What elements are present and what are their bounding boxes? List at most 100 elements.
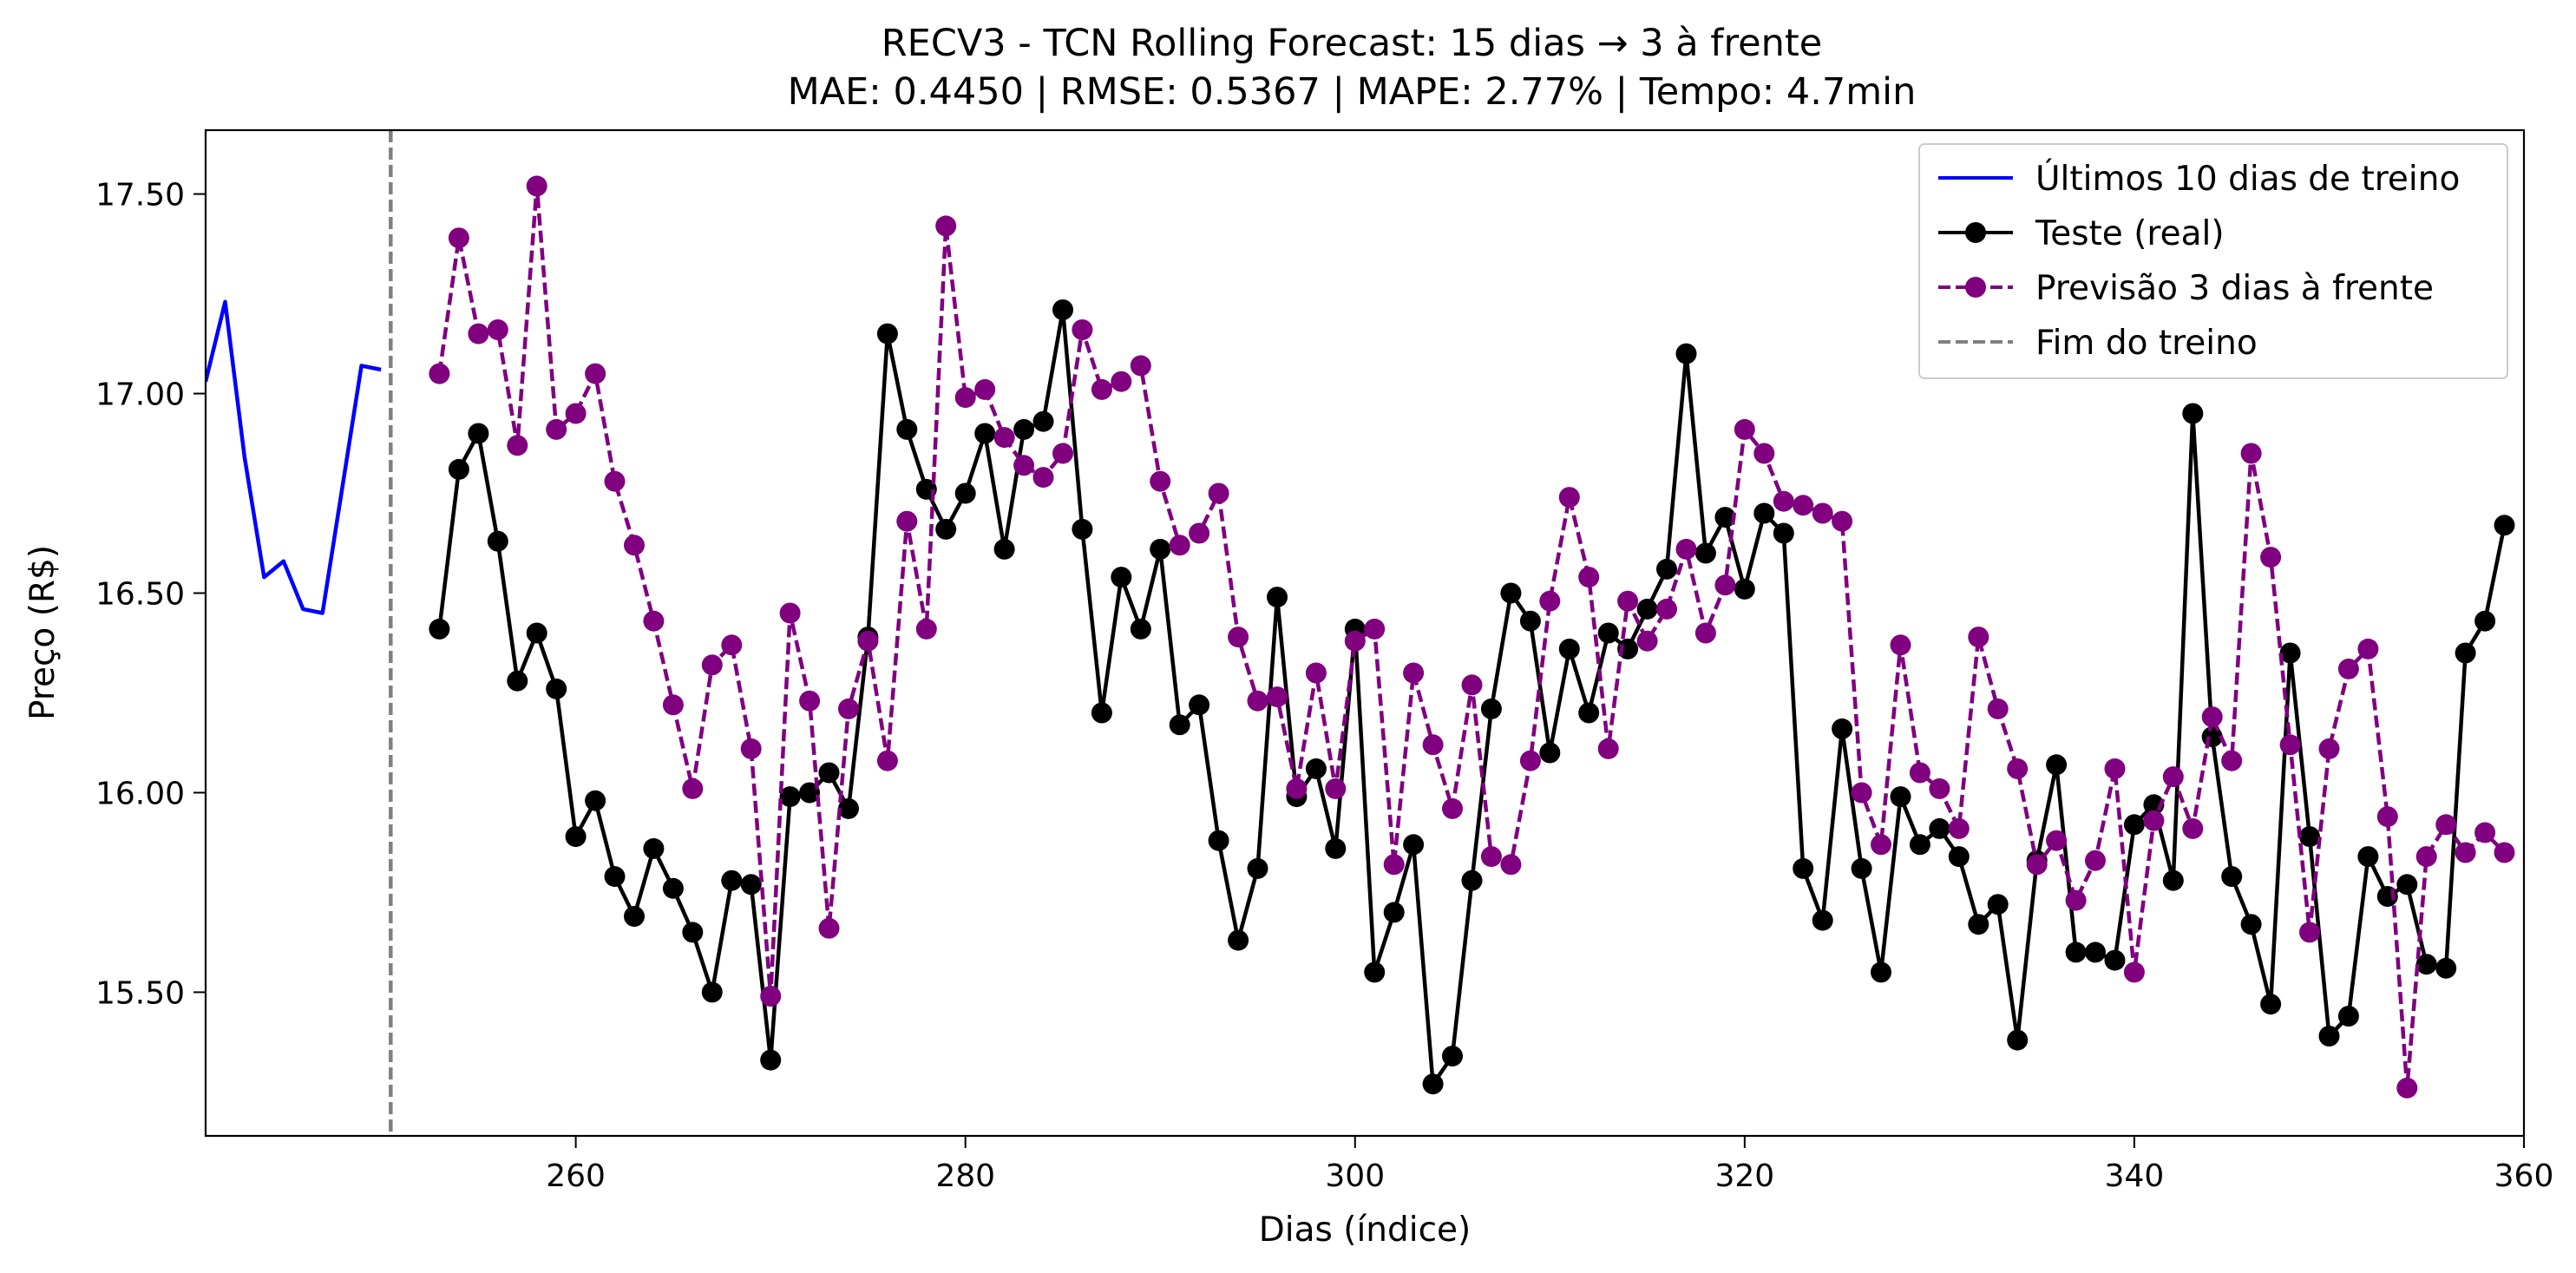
series-1-point bbox=[701, 981, 723, 1003]
series-2-point bbox=[1773, 490, 1794, 512]
series-2-point bbox=[2026, 854, 2048, 876]
series-2-point bbox=[857, 630, 879, 652]
series-2-point bbox=[1636, 630, 1658, 652]
series-1-point bbox=[565, 826, 587, 848]
series-2-point bbox=[2104, 758, 2126, 779]
x-tick-label: 300 bbox=[1325, 1158, 1385, 1194]
series-1-point bbox=[896, 418, 918, 440]
series-2-point bbox=[487, 319, 508, 340]
series-1-point bbox=[876, 323, 898, 344]
series-1-point bbox=[1987, 894, 2009, 915]
chart-title: RECV3 - TCN Rolling Forecast: 15 dias → … bbox=[882, 22, 1822, 65]
y-axis: 15.50 16.00 16.50 17.00 17.50 bbox=[95, 178, 206, 1011]
legend-label-train-end: Fim do treino bbox=[2035, 324, 2258, 363]
series-1-point bbox=[1558, 638, 1580, 659]
series-2-point bbox=[643, 610, 665, 632]
series-2-point bbox=[896, 510, 918, 532]
series-1 bbox=[429, 299, 2515, 1095]
series-2-point bbox=[565, 403, 587, 424]
series-2-point bbox=[1871, 834, 1891, 856]
legend-box bbox=[1918, 143, 2508, 379]
series-1-point bbox=[526, 622, 547, 644]
x-tick-label: 360 bbox=[2494, 1158, 2554, 1194]
series-1-point bbox=[1052, 299, 1073, 320]
series-1-point bbox=[1403, 834, 1425, 856]
series-2-point bbox=[1072, 319, 1093, 340]
series-2-point bbox=[1383, 854, 1405, 876]
series-2-point bbox=[2415, 846, 2437, 868]
series-1-point bbox=[1032, 410, 1054, 432]
series-1-point bbox=[1675, 343, 1697, 364]
series-2-point bbox=[468, 323, 489, 344]
series-2-point bbox=[2494, 842, 2515, 863]
legend: Últimos 10 dias de treino Teste (real) P… bbox=[1918, 143, 2508, 379]
series-1-point bbox=[2104, 949, 2126, 971]
series-1-point bbox=[585, 790, 606, 811]
series-0 bbox=[206, 299, 382, 615]
series-1-point bbox=[1442, 1046, 1463, 1066]
series-1-point bbox=[448, 458, 469, 480]
series-2-point bbox=[1130, 355, 1151, 377]
series-2-point bbox=[546, 418, 567, 440]
series-2-point bbox=[2240, 443, 2262, 464]
series-2-point bbox=[1968, 627, 1989, 648]
series-2-point bbox=[760, 986, 782, 1007]
series-2-point bbox=[1403, 662, 1425, 684]
series-1-point bbox=[1013, 418, 1035, 440]
series-2-point bbox=[2357, 638, 2379, 659]
legend-label-train: Últimos 10 dias de treino bbox=[2035, 158, 2460, 199]
series-1-point bbox=[2357, 846, 2379, 868]
legend-marker-forecast bbox=[1965, 277, 1986, 298]
y-tick-label: 17.00 bbox=[95, 377, 185, 413]
series-2-point bbox=[1948, 817, 1970, 839]
series-2-point bbox=[1851, 782, 1872, 804]
series-1-point bbox=[604, 866, 626, 888]
series-1-point bbox=[1851, 857, 1872, 879]
series-1-point bbox=[2337, 1006, 2359, 1027]
series-1-point bbox=[1909, 834, 1930, 856]
series-2-point bbox=[585, 363, 606, 384]
series-1-point bbox=[468, 423, 489, 444]
y-tick-label: 15.50 bbox=[95, 975, 185, 1011]
series-2-point bbox=[1656, 598, 1677, 620]
series-2-point bbox=[2279, 734, 2301, 756]
y-tick-label: 17.50 bbox=[95, 178, 185, 213]
series-1-point bbox=[1461, 869, 1483, 891]
series-2-point bbox=[2143, 810, 2165, 831]
series-2-point bbox=[1987, 698, 2009, 719]
y-tick-label: 16.00 bbox=[95, 776, 185, 811]
series-2-point bbox=[2376, 806, 2398, 828]
series-2-point bbox=[1091, 378, 1112, 400]
y-axis-label: Preço (R$) bbox=[23, 545, 62, 720]
series-1-point bbox=[1714, 507, 1736, 528]
series-1-point bbox=[1480, 698, 1502, 719]
series-2-point bbox=[1247, 690, 1268, 712]
series-2-point bbox=[604, 470, 626, 492]
series-2-point bbox=[1461, 674, 1483, 696]
series-2-point bbox=[1169, 535, 1190, 556]
series-1-point bbox=[1968, 914, 1989, 935]
series-2-point bbox=[915, 618, 937, 640]
series-2-point bbox=[2123, 961, 2145, 983]
series-2-point bbox=[1539, 590, 1561, 612]
series-1-point bbox=[624, 906, 645, 927]
series-2-point bbox=[1675, 538, 1697, 560]
series-1-point bbox=[2240, 914, 2262, 935]
series-2-point bbox=[2318, 738, 2340, 759]
series-2-point bbox=[1714, 574, 1736, 596]
series-2-point bbox=[507, 435, 528, 456]
series-1-point bbox=[1267, 587, 1288, 608]
series-1-point bbox=[1208, 830, 1229, 851]
series-1-point bbox=[1890, 786, 1911, 808]
series-2-point bbox=[1519, 750, 1541, 771]
series-2-point bbox=[1617, 590, 1639, 612]
series-2-point bbox=[954, 387, 976, 409]
x-axis: 260 280 300 320 340 360 bbox=[546, 1136, 2553, 1194]
series-1-point bbox=[993, 538, 1015, 560]
series-1-point bbox=[1189, 694, 1210, 716]
series-1-point bbox=[1247, 857, 1268, 879]
legend-marker-test bbox=[1965, 222, 1986, 243]
series-1-point bbox=[2455, 642, 2476, 664]
series-2-point bbox=[1597, 738, 1619, 759]
series-1-point bbox=[2123, 814, 2145, 836]
